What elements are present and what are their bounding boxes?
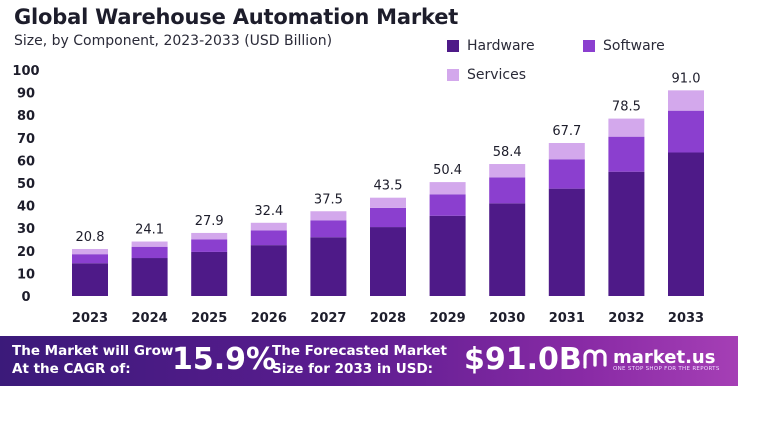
banner-forecast-caption: The Forecasted Market Size for 2033 in U… xyxy=(272,342,447,378)
y-tick-label: 40 xyxy=(17,200,35,215)
legend-label-services: Services xyxy=(467,67,527,83)
bar-hardware-2024 xyxy=(131,258,168,296)
bar-software-2024 xyxy=(131,246,168,259)
chart-title: Global Warehouse Automation Market xyxy=(14,5,459,29)
bar-software-2026 xyxy=(250,230,287,246)
bar-services-2027 xyxy=(310,211,347,221)
bar-hardware-2023 xyxy=(72,263,108,296)
bar-services-2023 xyxy=(72,248,108,255)
legend-item-software: Software xyxy=(583,38,665,54)
x-tick-label-2023: 2023 xyxy=(72,311,108,326)
total-label-2033: 91.0 xyxy=(672,71,701,86)
bar-services-2026 xyxy=(250,222,287,231)
bar-hardware-2025 xyxy=(191,251,228,296)
legend-item-services: Services xyxy=(447,67,526,83)
bar-software-2032 xyxy=(608,136,645,172)
bar-hardware-2031 xyxy=(548,188,585,296)
legend-swatch-hardware xyxy=(447,40,459,52)
legend-item-hardware: Hardware xyxy=(447,38,535,54)
y-tick-label: 60 xyxy=(17,154,35,169)
bar-hardware-2030 xyxy=(489,203,526,296)
y-tick-label: 0 xyxy=(21,290,30,305)
total-label-2026: 32.4 xyxy=(254,204,283,219)
legend-label-software: Software xyxy=(603,38,665,54)
total-label-2032: 78.5 xyxy=(612,100,641,115)
y-tick-label: 30 xyxy=(17,222,35,237)
banner-cagr-caption-line1: The Market will Grow xyxy=(12,343,174,359)
banner-cagr-value: 15.9% xyxy=(172,342,277,377)
banner-cagr-caption: The Market will Grow At the CAGR of: xyxy=(12,342,173,378)
bar-services-2032 xyxy=(608,118,645,137)
bar-hardware-2033 xyxy=(668,152,704,296)
x-tick-label-2032: 2032 xyxy=(608,311,644,326)
bar-services-2025 xyxy=(191,232,228,240)
bar-software-2029 xyxy=(429,194,466,216)
y-tick-label: 10 xyxy=(17,267,35,282)
x-tick-label-2025: 2025 xyxy=(191,311,227,326)
total-label-2025: 27.9 xyxy=(195,214,224,229)
x-tick-label-2024: 2024 xyxy=(132,311,168,326)
total-label-2027: 37.5 xyxy=(314,192,343,207)
y-tick-label: 90 xyxy=(17,87,35,102)
x-tick-label-2026: 2026 xyxy=(251,311,287,326)
x-tick-label-2031: 2031 xyxy=(549,311,585,326)
y-tick-label: 80 xyxy=(17,109,35,124)
y-tick-label: 100 xyxy=(12,64,39,79)
total-label-2024: 24.1 xyxy=(135,223,164,238)
summary-banner: The Market will Grow At the CAGR of: 15.… xyxy=(0,336,738,386)
total-label-2023: 20.8 xyxy=(76,230,105,245)
bar-hardware-2028 xyxy=(370,227,406,296)
legend-label-hardware: Hardware xyxy=(467,38,535,54)
bar-software-2028 xyxy=(370,207,406,228)
x-tick-label-2030: 2030 xyxy=(489,311,525,326)
brand-logo-icon xyxy=(583,349,607,369)
bar-services-2031 xyxy=(548,142,585,160)
brand-tagline: ONE STOP SHOP FOR THE REPORTS xyxy=(613,366,720,372)
total-label-2030: 58.4 xyxy=(493,145,522,160)
bar-software-2023 xyxy=(72,254,108,264)
bar-hardware-2026 xyxy=(250,245,287,296)
bar-hardware-2027 xyxy=(310,237,347,296)
y-tick-label: 20 xyxy=(17,245,35,260)
bar-services-2029 xyxy=(429,182,466,195)
x-tick-label-2028: 2028 xyxy=(370,311,406,326)
bar-services-2028 xyxy=(370,197,406,208)
total-label-2031: 67.7 xyxy=(552,124,581,139)
bar-software-2027 xyxy=(310,220,347,238)
total-label-2028: 43.5 xyxy=(374,179,403,194)
chart-card: Global Warehouse Automation Market Size,… xyxy=(0,5,738,386)
y-tick-label: 50 xyxy=(17,177,35,192)
bar-software-2031 xyxy=(548,159,585,189)
x-tick-label-2033: 2033 xyxy=(668,311,704,326)
bar-software-2030 xyxy=(489,177,526,204)
banner-forecast-caption-line2: Size for 2033 in USD: xyxy=(272,361,434,377)
bar-services-2033 xyxy=(668,90,704,111)
brand-name: market.us xyxy=(613,347,716,368)
brand-logo: market.us ONE STOP SHOP FOR THE REPORTS xyxy=(582,345,719,372)
total-label-2029: 50.4 xyxy=(433,163,462,178)
banner-forecast-caption-line1: The Forecasted Market xyxy=(272,343,447,359)
bar-hardware-2029 xyxy=(429,215,466,296)
bar-services-2024 xyxy=(131,241,168,247)
bar-hardware-2032 xyxy=(608,171,645,296)
bar-software-2025 xyxy=(191,239,228,252)
bar-software-2033 xyxy=(668,110,704,153)
legend-swatch-services xyxy=(447,69,459,81)
banner-forecast-value: $91.0B xyxy=(464,342,582,377)
chart-subtitle: Size, by Component, 2023-2033 (USD Billi… xyxy=(14,33,333,49)
stacked-bar-chart: 010203040506070809010020.8202324.1202427… xyxy=(12,64,704,326)
banner-cagr-caption-line2: At the CAGR of: xyxy=(12,361,131,377)
x-tick-label-2027: 2027 xyxy=(310,311,346,326)
y-tick-label: 70 xyxy=(17,132,35,147)
legend-swatch-software xyxy=(583,40,595,52)
bar-services-2030 xyxy=(489,164,526,178)
x-tick-label-2029: 2029 xyxy=(430,311,466,326)
